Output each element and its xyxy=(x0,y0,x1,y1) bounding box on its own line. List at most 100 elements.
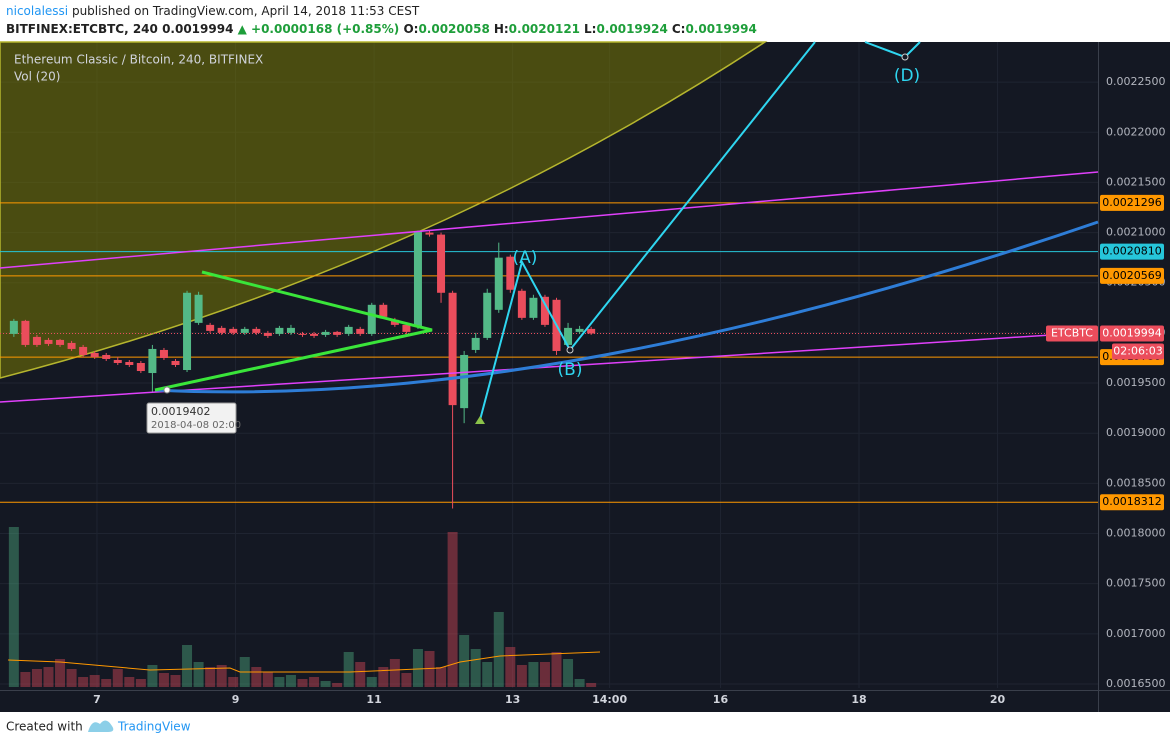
candle-body xyxy=(448,292,457,406)
volume-bar xyxy=(505,647,516,687)
tooltip-box xyxy=(146,402,237,434)
y-tick-label: 0.0022000 xyxy=(1106,125,1166,138)
ohlc-key: L: xyxy=(584,22,597,36)
volume-bar xyxy=(355,662,366,687)
change: ▲ +0.0000168 (+0.85%) xyxy=(237,22,400,36)
candle-body xyxy=(171,360,180,365)
volume-bar xyxy=(574,679,585,687)
price-tag xyxy=(1100,325,1164,342)
volume-ma xyxy=(7,651,601,673)
drawing-curve xyxy=(0,41,768,379)
volume-bar xyxy=(424,651,435,687)
volume-bar xyxy=(8,527,19,687)
candle-body xyxy=(402,324,411,332)
publish-line: nicolalessi published on TradingView.com… xyxy=(6,4,419,18)
y-tick-label: 0.0017000 xyxy=(1106,627,1166,640)
candle-body xyxy=(275,327,284,334)
candle-body xyxy=(56,339,65,345)
ohlc-value: 0.0020121 xyxy=(508,22,581,36)
candle-body xyxy=(44,339,53,344)
symbol-tag-label: ETCBTC xyxy=(1051,327,1093,340)
candle-body xyxy=(344,326,353,334)
volume-bar xyxy=(332,683,343,687)
price-tag xyxy=(1100,194,1164,211)
volume-bar xyxy=(78,677,89,687)
price-tag-label: 0.0020569 xyxy=(1102,269,1162,282)
volume-bar xyxy=(412,649,423,687)
price-tag-label: 0.0021296 xyxy=(1102,196,1162,209)
point xyxy=(566,346,574,354)
volume-bar xyxy=(101,679,112,687)
candle-body xyxy=(136,362,145,372)
price-tag-label: 0.0020810 xyxy=(1102,245,1162,258)
candle-body xyxy=(159,349,168,358)
symbol-tag xyxy=(1046,325,1098,342)
candle-body xyxy=(310,333,319,336)
x-tick-label: 14:00 xyxy=(592,693,627,706)
volume-bar xyxy=(539,662,550,687)
candle-body xyxy=(494,257,503,310)
candle-body xyxy=(102,354,111,359)
low-marker xyxy=(475,416,485,424)
volume-bar xyxy=(31,669,42,687)
ohlc-key: C: xyxy=(671,22,686,36)
ohlc-key: H: xyxy=(493,22,509,36)
tooltip-date: 2018-04-08 02:00 xyxy=(151,420,241,431)
volume-bar xyxy=(436,667,447,687)
volume-bar xyxy=(216,665,227,687)
volume-bar xyxy=(274,677,285,687)
volume-bar xyxy=(563,659,574,687)
candle-body xyxy=(471,337,480,350)
author[interactable]: nicolalessi xyxy=(6,4,69,18)
price: 0.0019994 xyxy=(162,22,234,36)
volume-bar xyxy=(147,665,158,687)
volume-bar xyxy=(482,662,493,687)
x-tick-label: 9 xyxy=(232,693,240,706)
candle-body xyxy=(125,361,134,365)
candle-body xyxy=(413,231,422,327)
ohlc-key: O: xyxy=(403,22,419,36)
candle-body xyxy=(425,232,434,235)
point xyxy=(901,53,909,61)
candle-body xyxy=(321,331,330,335)
candle-body xyxy=(506,256,515,290)
footer-bg xyxy=(0,712,1170,744)
candle-body xyxy=(517,290,526,318)
candle-body xyxy=(263,332,272,336)
candle-body xyxy=(229,328,238,333)
volume-bar xyxy=(551,652,562,687)
y-tick-label: 0.0018500 xyxy=(1106,476,1166,489)
volume-bar xyxy=(378,667,389,687)
ohlc-value: 0.0019994 xyxy=(685,22,757,36)
volume-bar xyxy=(170,675,181,687)
candle-body xyxy=(206,324,215,331)
volume-bar xyxy=(262,672,273,687)
volume-label: Vol (20) xyxy=(14,70,60,84)
volume-bar xyxy=(66,669,77,687)
y-tick-label: 0.0021500 xyxy=(1106,175,1166,188)
price-tag-label: 0.0018312 xyxy=(1102,495,1162,508)
header: nicolalessi published on TradingView.com… xyxy=(0,0,1170,42)
candle-body xyxy=(379,304,388,317)
x-tick-label: 7 xyxy=(93,693,101,706)
volume-bar xyxy=(401,673,412,687)
volume-bar xyxy=(493,612,504,687)
x-tick-label: 13 xyxy=(505,693,520,706)
volume-bar xyxy=(124,677,135,687)
candle-body xyxy=(286,327,295,333)
x-tick-label: 16 xyxy=(713,693,729,706)
volume-bar xyxy=(320,681,331,687)
price-tag xyxy=(1100,494,1164,511)
tooltip-value: 0.0019402 xyxy=(151,405,211,418)
volume-bar xyxy=(205,667,216,687)
volume-bar xyxy=(43,667,54,687)
x-tick-label: 18 xyxy=(851,693,866,706)
volume-bar xyxy=(389,659,400,687)
wave-label: (B) xyxy=(558,360,583,380)
footer-brand[interactable]: TradingView xyxy=(117,720,191,734)
y-tick-label: 0.0021000 xyxy=(1106,226,1166,239)
candle-body xyxy=(390,319,399,325)
candle-body xyxy=(540,296,549,325)
